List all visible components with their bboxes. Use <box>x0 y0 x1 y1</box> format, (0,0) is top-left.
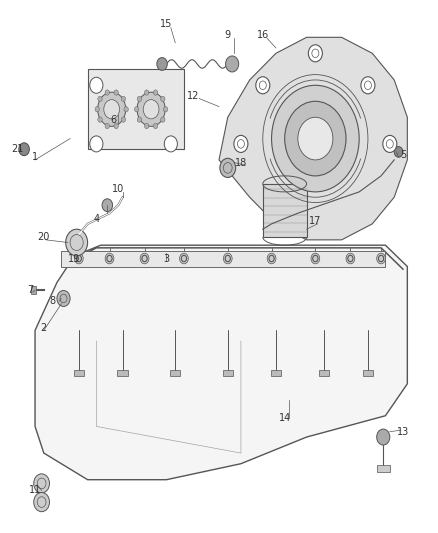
Circle shape <box>98 96 102 102</box>
Circle shape <box>74 253 83 264</box>
Circle shape <box>105 253 114 264</box>
Text: 18: 18 <box>235 158 247 167</box>
Circle shape <box>347 254 354 263</box>
Circle shape <box>114 90 118 95</box>
Bar <box>319 370 329 376</box>
Circle shape <box>164 136 177 152</box>
Text: 1: 1 <box>32 152 38 162</box>
Text: 16: 16 <box>257 30 269 39</box>
Bar <box>31 286 36 294</box>
Circle shape <box>66 229 88 256</box>
Circle shape <box>34 492 49 512</box>
Circle shape <box>140 253 149 264</box>
Bar <box>271 370 281 376</box>
Circle shape <box>226 56 239 72</box>
Text: 19: 19 <box>68 254 81 263</box>
Text: 7: 7 <box>28 286 34 295</box>
Text: 15: 15 <box>160 19 173 29</box>
Circle shape <box>143 100 159 119</box>
Circle shape <box>285 101 346 176</box>
Text: 13: 13 <box>397 427 409 437</box>
Circle shape <box>145 123 149 128</box>
Circle shape <box>114 123 118 128</box>
Circle shape <box>311 253 320 264</box>
Circle shape <box>134 107 139 112</box>
Circle shape <box>121 96 126 102</box>
Text: 6: 6 <box>111 115 117 125</box>
Circle shape <box>34 474 49 493</box>
Circle shape <box>256 77 270 94</box>
Circle shape <box>98 117 102 122</box>
Bar <box>377 465 390 472</box>
Text: 10: 10 <box>112 184 124 194</box>
Text: 12: 12 <box>187 91 199 101</box>
Bar <box>363 370 373 376</box>
Circle shape <box>153 123 158 128</box>
Text: 9: 9 <box>225 30 231 39</box>
Text: 5: 5 <box>400 150 406 159</box>
Circle shape <box>121 117 126 122</box>
Circle shape <box>102 199 113 212</box>
Text: 20: 20 <box>38 232 50 242</box>
Circle shape <box>124 107 128 112</box>
Circle shape <box>268 254 275 263</box>
Circle shape <box>137 96 141 102</box>
Text: 3: 3 <box>163 254 170 263</box>
Circle shape <box>224 254 231 263</box>
Text: 8: 8 <box>49 296 56 306</box>
Circle shape <box>90 136 103 152</box>
Circle shape <box>180 254 187 263</box>
Polygon shape <box>219 37 407 240</box>
Circle shape <box>308 45 322 62</box>
Bar <box>88 69 184 149</box>
Circle shape <box>57 290 70 306</box>
Circle shape <box>378 254 385 263</box>
Circle shape <box>346 253 355 264</box>
Circle shape <box>377 253 385 264</box>
Circle shape <box>145 90 149 95</box>
Circle shape <box>105 123 110 128</box>
Circle shape <box>105 90 110 95</box>
Circle shape <box>180 253 188 264</box>
Text: 11: 11 <box>29 486 41 495</box>
Circle shape <box>298 117 333 160</box>
Circle shape <box>394 147 403 157</box>
Circle shape <box>361 77 375 94</box>
Bar <box>223 370 233 376</box>
Bar <box>117 370 128 376</box>
Circle shape <box>95 107 99 112</box>
Circle shape <box>153 90 158 95</box>
Polygon shape <box>35 245 407 480</box>
Bar <box>74 370 84 376</box>
Circle shape <box>19 143 29 156</box>
Circle shape <box>104 100 120 119</box>
Circle shape <box>163 107 168 112</box>
FancyBboxPatch shape <box>61 251 385 266</box>
Circle shape <box>137 92 165 126</box>
Circle shape <box>137 117 141 122</box>
Circle shape <box>312 254 319 263</box>
Circle shape <box>98 92 126 126</box>
Circle shape <box>157 58 167 70</box>
Text: 2: 2 <box>41 323 47 333</box>
Text: 21: 21 <box>11 144 24 154</box>
Circle shape <box>234 135 248 152</box>
Bar <box>170 370 180 376</box>
Bar <box>263 184 307 237</box>
Circle shape <box>106 254 113 263</box>
Circle shape <box>75 254 82 263</box>
Text: 4: 4 <box>93 214 99 223</box>
Circle shape <box>383 135 397 152</box>
Circle shape <box>141 254 148 263</box>
Circle shape <box>161 117 165 122</box>
Circle shape <box>267 253 276 264</box>
Circle shape <box>272 85 359 192</box>
Circle shape <box>220 158 236 177</box>
Circle shape <box>161 96 165 102</box>
Circle shape <box>90 77 103 93</box>
Circle shape <box>377 429 390 445</box>
Circle shape <box>223 253 232 264</box>
Text: 14: 14 <box>279 414 291 423</box>
Text: 17: 17 <box>309 216 321 226</box>
